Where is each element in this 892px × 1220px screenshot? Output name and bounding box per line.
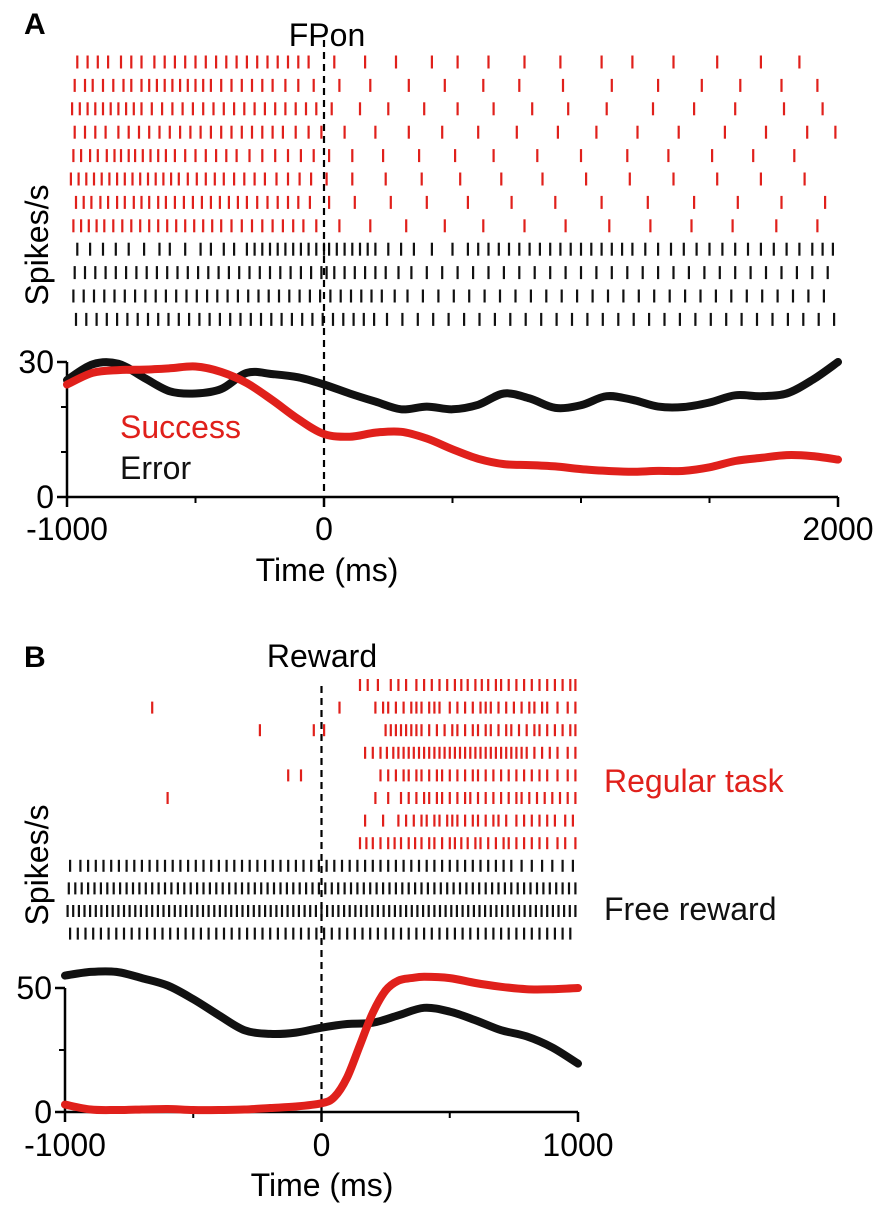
raster-trial-5 (287, 769, 577, 782)
raster-trial-9 (76, 242, 835, 256)
raster-trial-3 (258, 724, 577, 737)
panel-a-legend-success: Success (120, 409, 241, 445)
raster-trial-2 (151, 701, 577, 714)
panel-b: B Reward Spikes/s Time (ms) Regular task… (16, 638, 784, 1203)
panel-a-x-axis-label: Time (ms) (256, 552, 399, 588)
y-tick-label: 50 (16, 970, 52, 1006)
raster-trial-10 (67, 882, 577, 895)
panel-b-series (61, 967, 582, 1115)
panel-a-event-label: FPon (289, 17, 365, 53)
raster-trial-6 (166, 792, 577, 804)
raster-trial-7 (364, 814, 575, 827)
panel-a-letter: A (24, 8, 46, 41)
raster-trial-1 (76, 55, 801, 69)
y-tick-label: 30 (18, 344, 54, 380)
raster-trial-3 (70, 102, 824, 116)
raster-trial-4 (73, 125, 837, 139)
x-tick-label: 0 (313, 1127, 331, 1163)
panel-b-legend-free-reward: Free reward (604, 891, 777, 927)
panel-a-legend-error: Error (120, 450, 191, 486)
raster-trial-12 (68, 927, 572, 940)
x-tick-label: 1000 (542, 1127, 613, 1163)
raster-trial-2 (73, 78, 819, 92)
series-line-free-reward (61, 967, 582, 1068)
panel-b-raster (66, 679, 577, 940)
panel-b-legend-regular-task: Regular task (604, 763, 785, 799)
panel-b-letter: B (24, 641, 46, 674)
series-line-error (63, 358, 842, 414)
series-line-regular-task (61, 972, 582, 1115)
raster-trial-5 (72, 149, 796, 163)
x-tick-label: 2000 (802, 511, 873, 547)
panel-b-event-label: Reward (267, 638, 377, 674)
raster-trial-11 (72, 289, 826, 303)
panel-a: A FPon Spikes/s Time (ms) Success Error … (18, 8, 873, 588)
series-line-success (63, 362, 842, 476)
raster-trial-9 (68, 859, 575, 872)
panel-b-x-axis-label: Time (ms) (251, 1167, 394, 1203)
raster-trial-4 (364, 746, 577, 759)
panel-b-y-axis-label: Spikes/s (19, 805, 55, 926)
raster-trial-7 (74, 195, 827, 209)
x-tick-label: -1000 (26, 511, 108, 547)
raster-trial-10 (73, 266, 829, 280)
raster-trial-8 (358, 837, 577, 850)
raster-trial-6 (69, 172, 806, 186)
x-tick-label: -1000 (24, 1127, 106, 1163)
raster-trial-1 (358, 679, 577, 691)
x-tick-label: 0 (315, 511, 333, 547)
raster-trial-8 (72, 219, 819, 233)
raster-trial-12 (74, 312, 836, 326)
panel-a-y-axis-label: Spikes/s (19, 185, 55, 306)
panel-a-series (63, 358, 842, 476)
raster-trial-11 (66, 905, 577, 917)
panel-a-raster (69, 55, 837, 326)
y-tick-label: 0 (36, 479, 54, 515)
y-tick-label: 0 (34, 1094, 52, 1130)
